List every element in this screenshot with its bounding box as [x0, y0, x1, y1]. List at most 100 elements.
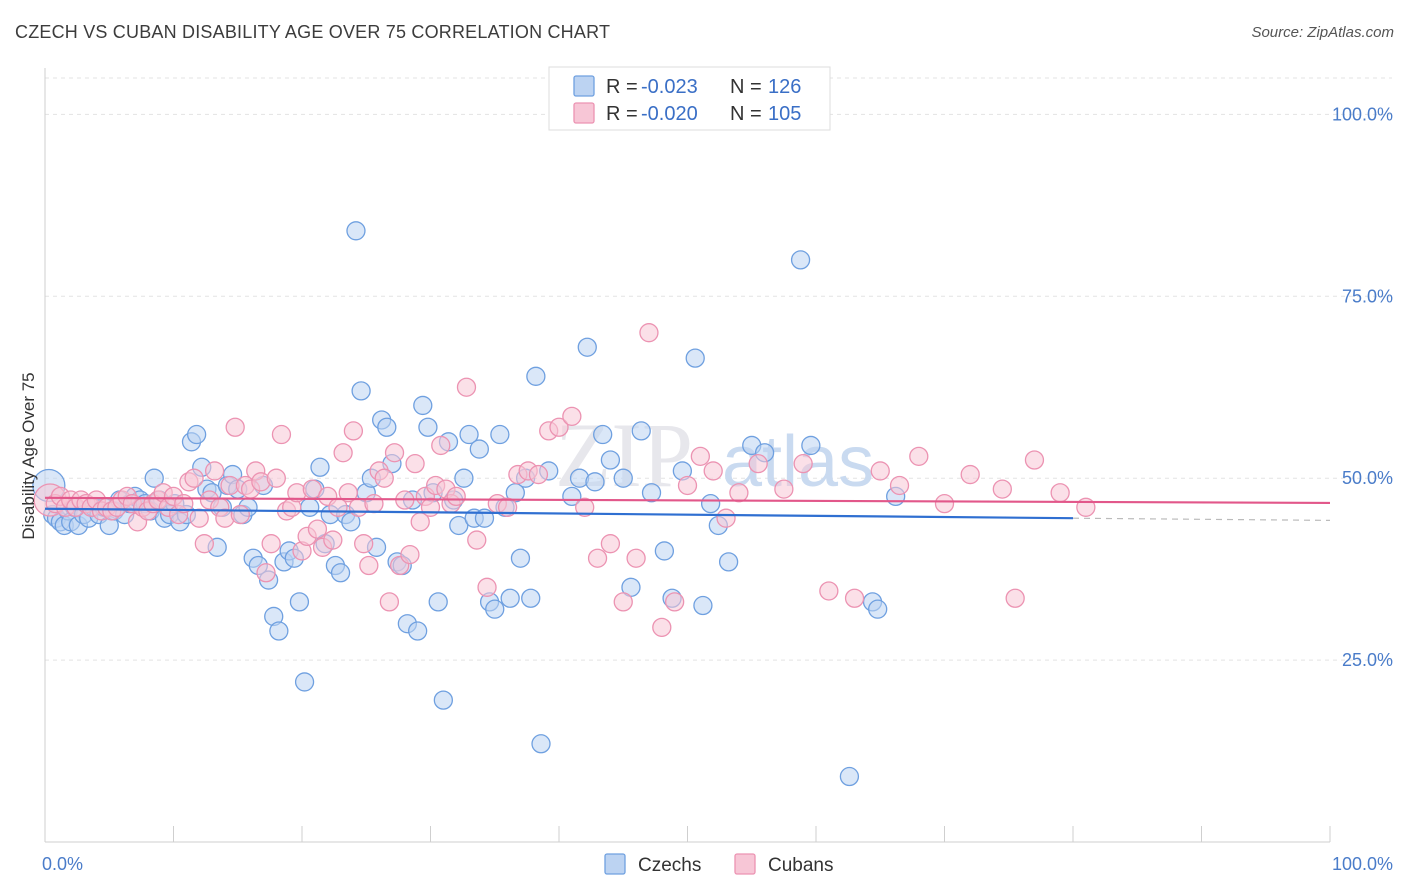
- cubans-point: [889, 475, 910, 496]
- cubans-point: [225, 417, 245, 437]
- czechs-point: [454, 468, 474, 488]
- czechs-point: [186, 424, 207, 445]
- czechs-point: [521, 588, 541, 608]
- bottom-legend-swatch-czechs: [604, 853, 626, 875]
- cubans-point: [819, 581, 839, 601]
- cubans-point: [652, 617, 672, 638]
- cubans-point: [870, 461, 890, 481]
- bottom-legend-label-czechs: Czechs: [638, 855, 701, 876]
- legend-r-value: -0.020: [641, 103, 698, 125]
- czechs-point: [485, 599, 505, 619]
- axes: [44, 68, 1331, 843]
- cubans-point: [333, 443, 353, 463]
- cubans-point: [716, 508, 736, 528]
- czechs-point: [144, 468, 164, 488]
- czechs-point: [654, 541, 675, 561]
- cubans-point: [379, 592, 400, 612]
- cubans-point: [587, 548, 608, 568]
- cubans-point: [1024, 450, 1045, 470]
- cubans-point: [1050, 483, 1070, 503]
- cubans-point: [323, 530, 343, 550]
- cubans-point: [793, 453, 813, 474]
- czechs-point: [449, 515, 469, 536]
- bottom-legend-swatch-cubans: [734, 853, 756, 875]
- trend-lines: [44, 496, 1331, 521]
- cubans-point: [374, 468, 394, 488]
- cubans-point: [690, 446, 710, 467]
- czechs-point: [418, 417, 438, 437]
- cubans-point: [467, 530, 487, 550]
- cubans-point: [729, 483, 749, 503]
- czechs-point: [294, 672, 315, 692]
- cubans-point: [446, 486, 466, 507]
- cubans-point: [384, 443, 405, 463]
- cubans-point: [431, 435, 451, 456]
- czechs-point: [459, 424, 479, 445]
- cubans-point: [343, 421, 364, 441]
- y-tick-labels: 25.0% 50.0% 75.0% 100.0%: [1332, 104, 1393, 670]
- czechs-point: [790, 250, 811, 270]
- cubans-point: [359, 555, 379, 576]
- czechs-point: [839, 766, 860, 787]
- cubans-point: [420, 497, 441, 517]
- czechs-trend-extension: [1072, 517, 1331, 521]
- czechs-trend-line: [44, 507, 1074, 520]
- grid-lines: [45, 77, 1392, 661]
- y-axis-title: Disability Age Over 75: [19, 372, 38, 539]
- cubans-point: [909, 446, 929, 467]
- legend-box: [548, 66, 831, 131]
- cubans-point: [266, 468, 286, 488]
- cubans-point: [271, 424, 292, 445]
- cubans-point: [549, 417, 569, 437]
- cubans-point: [528, 464, 549, 485]
- bottom-legend-label-cubans: Cubans: [768, 855, 834, 876]
- cubans-point: [204, 461, 225, 481]
- x-tick-label: 100.0%: [1332, 854, 1393, 874]
- czechs-point: [490, 424, 510, 445]
- cubans-point: [677, 475, 698, 496]
- cubans-point: [703, 461, 723, 481]
- czechs-point: [801, 435, 821, 456]
- czechs-point: [868, 599, 888, 619]
- legend-n-value: 126: [768, 76, 801, 98]
- czechs-point: [641, 483, 662, 503]
- legend-n-label: N =: [730, 103, 762, 125]
- czechs-point: [631, 421, 651, 441]
- cubans-point: [600, 534, 621, 554]
- cubans-point: [189, 508, 209, 528]
- legend-n-value: 105: [768, 103, 801, 125]
- cubans-point: [400, 544, 420, 565]
- cubans-point: [256, 563, 276, 583]
- cubans-point: [497, 497, 518, 517]
- czechs-point: [718, 552, 739, 572]
- czechs-point: [428, 592, 448, 612]
- czechs-point: [346, 221, 366, 241]
- chart-source: Source: ZipAtlas.com: [1251, 24, 1394, 41]
- czechs-point: [377, 417, 397, 437]
- y-tick-label: 100.0%: [1332, 104, 1393, 124]
- y-tick-label: 75.0%: [1342, 286, 1393, 306]
- cubans-point: [405, 453, 425, 474]
- cubans-trend-line: [44, 496, 1331, 505]
- cubans-point: [307, 519, 328, 539]
- legend-r-value: -0.023: [641, 76, 698, 98]
- cubans-point: [354, 534, 374, 554]
- czechs-point: [593, 424, 613, 445]
- czechs-point: [433, 690, 454, 710]
- cubans-point: [639, 323, 659, 343]
- x-tick-label: 0.0%: [42, 854, 83, 874]
- legend-swatch-czechs: [573, 75, 595, 97]
- czechs-point: [500, 588, 520, 608]
- cubans-point: [774, 479, 794, 499]
- czechs-point: [330, 563, 351, 583]
- czechs-point: [585, 472, 605, 492]
- cubans-point: [613, 592, 633, 612]
- cubans-point: [1005, 588, 1025, 608]
- y-tick-label: 25.0%: [1342, 650, 1393, 670]
- czechs-point: [413, 395, 433, 416]
- cubans-point: [748, 453, 768, 474]
- czechs-point: [351, 381, 371, 401]
- cubans-point: [477, 577, 497, 597]
- legend: R = -0.023 N = 126 R = -0.020 N = 105: [548, 66, 831, 131]
